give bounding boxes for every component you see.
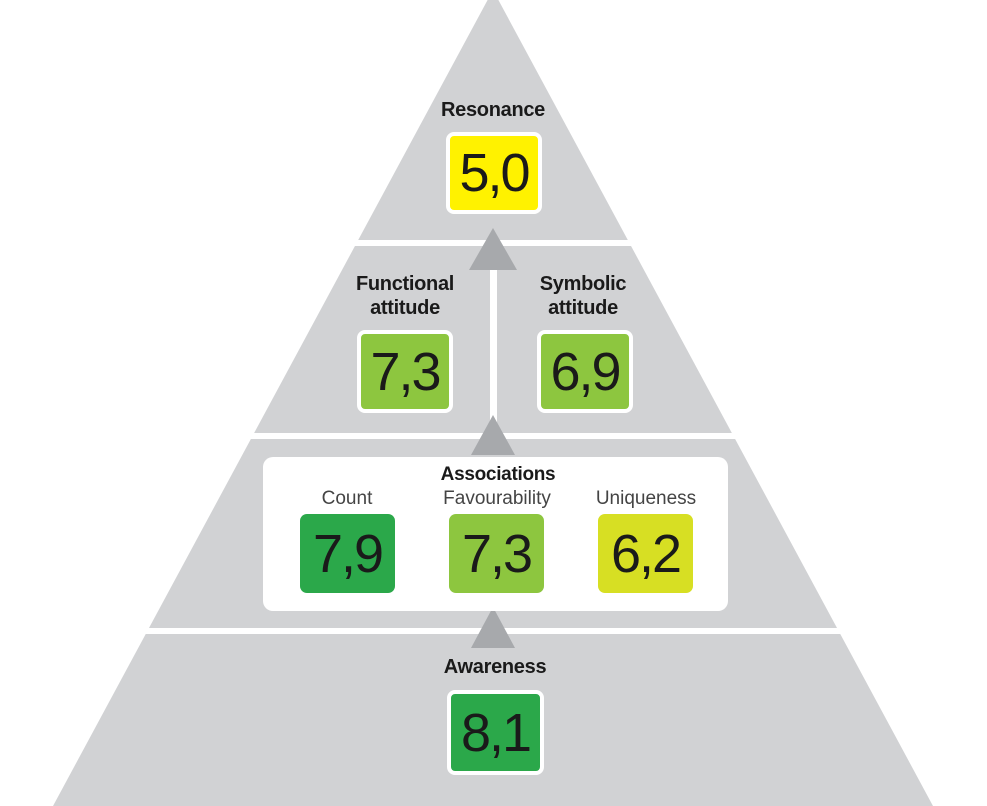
symbolic-attitude-label-line2: attitude xyxy=(548,297,618,319)
uniqueness-score: 6,2 xyxy=(598,514,693,593)
awareness-label: Awareness xyxy=(443,656,547,678)
functional-attitude-label: Functional attitude xyxy=(356,272,454,320)
uniqueness-label: Uniqueness xyxy=(595,488,697,509)
associations-title: Associations xyxy=(440,464,556,485)
awareness-score: 8,1 xyxy=(447,690,544,775)
count-score: 7,9 xyxy=(300,514,395,593)
symbolic-attitude-score: 6,9 xyxy=(537,330,633,413)
functional-attitude-label-line1: Functional xyxy=(355,273,455,295)
resonance-label: Resonance xyxy=(440,99,546,121)
center-divider xyxy=(490,240,497,440)
arrow-up-icon xyxy=(471,607,515,648)
arrow-up-icon xyxy=(469,228,517,270)
favourability-score: 7,3 xyxy=(449,514,544,593)
resonance-score: 5,0 xyxy=(446,132,542,214)
functional-attitude-label-line2: attitude xyxy=(370,297,440,319)
count-label: Count xyxy=(321,488,373,509)
symbolic-attitude-label: Symbolic attitude xyxy=(540,272,627,320)
favourability-label: Favourability xyxy=(443,488,551,509)
symbolic-attitude-label-line1: Symbolic xyxy=(539,273,627,295)
arrow-up-icon xyxy=(471,415,515,455)
functional-attitude-score: 7,3 xyxy=(357,330,453,413)
